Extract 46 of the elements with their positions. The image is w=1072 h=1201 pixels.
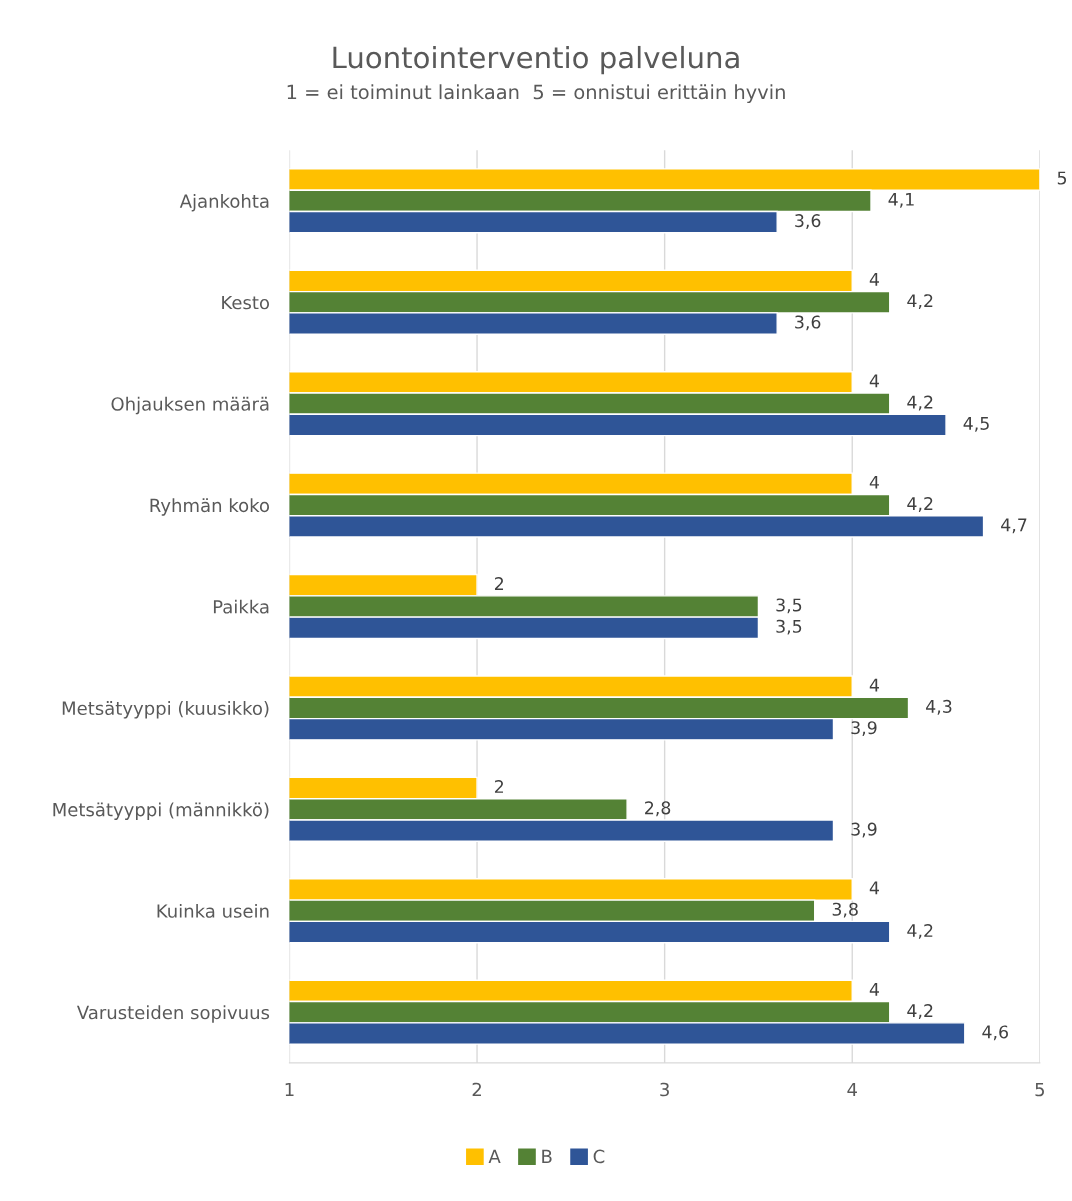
x-tick-label: 2: [472, 1082, 481, 1097]
data-label: 2: [494, 779, 504, 793]
y-tick-label: Paikka: [213, 599, 269, 614]
data-label: 4,3: [926, 699, 952, 715]
x-tick-label: 3: [660, 1082, 669, 1097]
data-label: 4: [869, 983, 879, 996]
y-tick-label: Ohjauksen määrä: [111, 396, 269, 415]
data-label: 4: [869, 475, 879, 489]
data-label: 2: [494, 577, 504, 590]
y-tick-label: Kuinka usein: [157, 903, 269, 918]
data-label: 4,1: [888, 192, 914, 208]
x-tick-label: 4: [847, 1082, 857, 1097]
data-label: 4,6: [982, 1025, 1008, 1041]
legend-label: C: [593, 1149, 605, 1164]
data-label: 4,2: [907, 496, 933, 512]
data-label: 3,9: [851, 721, 877, 737]
data-label: 3,6: [795, 214, 821, 229]
data-label: 3,8: [832, 902, 858, 918]
y-tick-label: Varusteiden sopivuus: [76, 1005, 270, 1023]
y-tick-label: Ryhmän koko: [150, 498, 270, 516]
data-label: 4: [869, 273, 879, 286]
data-label: 4: [869, 678, 879, 692]
y-tick-label: Ajankohta: [179, 193, 269, 212]
data-label: 3,5: [776, 619, 802, 635]
y-tick-label: Metsätyyppi (kuusikko): [62, 701, 269, 719]
chart-title: Luontointerventio palveluna: [333, 45, 739, 75]
data-label: 2,8: [645, 801, 671, 817]
legend-label: B: [542, 1149, 552, 1163]
data-label: 4,2: [907, 294, 933, 310]
y-tick-label: Metsätyyppi (männikkö): [53, 802, 269, 820]
data-label: 4: [869, 881, 879, 895]
data-label: 4,2: [907, 923, 933, 939]
legend-label: A: [488, 1149, 501, 1163]
data-label: 3,9: [851, 822, 877, 838]
data-label: 4,2: [907, 395, 933, 411]
data-label: 4,7: [1001, 518, 1027, 534]
data-label: 3,5: [776, 598, 802, 614]
data-label: 4,5: [963, 417, 989, 432]
x-tick-label: 5: [1035, 1082, 1045, 1097]
x-tick-label: 1: [285, 1082, 294, 1097]
data-label: 4: [869, 374, 879, 388]
data-label: 4,2: [907, 1004, 933, 1019]
y-tick-label: Kesto: [222, 295, 270, 310]
data-label: 5: [1057, 171, 1067, 185]
chart-subtitle: 1 = ei toiminut lainkaan 5 = onnistui erittäin hyvin: [287, 84, 785, 104]
data-label: 3,6: [795, 315, 821, 331]
